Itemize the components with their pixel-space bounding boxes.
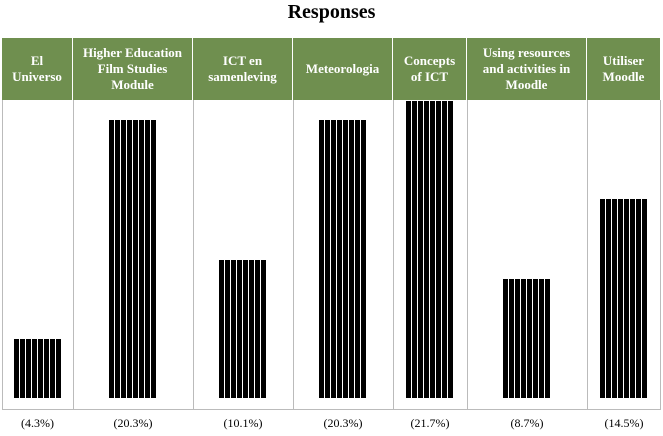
column-header: Concepts of ICT xyxy=(393,38,467,100)
chart-title: Responses xyxy=(287,1,376,23)
bar xyxy=(13,339,62,398)
value-label: (10.1%) xyxy=(223,416,263,430)
column-header: ICT en samenleving xyxy=(193,38,293,100)
value-label: (20.3%) xyxy=(323,416,363,430)
bar xyxy=(503,278,551,398)
column-header: El Universo xyxy=(2,38,73,100)
column-cell xyxy=(393,100,467,410)
column-header: Utiliser Moodle xyxy=(587,38,661,100)
column-cell xyxy=(193,100,293,410)
column-cell xyxy=(73,100,193,410)
value-label: (4.3%) xyxy=(21,416,54,430)
value-label: (21.7%) xyxy=(410,416,450,430)
column-cell xyxy=(293,100,393,410)
bar xyxy=(600,199,648,398)
value-label: (20.3%) xyxy=(113,416,153,430)
bar xyxy=(406,100,454,398)
value-label: (8.7%) xyxy=(510,416,544,430)
value-label: (14.5%) xyxy=(604,416,644,430)
column-cell xyxy=(467,100,587,410)
column-header: Using resources and activities in Moodle xyxy=(467,38,587,100)
bar xyxy=(319,119,367,398)
column-cell xyxy=(2,100,73,410)
column-header: Higher Education Film Studies Module xyxy=(73,38,193,100)
column-cell xyxy=(587,100,661,410)
column-header: Meteorologia xyxy=(293,38,393,100)
bar xyxy=(219,259,267,398)
bar xyxy=(109,119,157,398)
